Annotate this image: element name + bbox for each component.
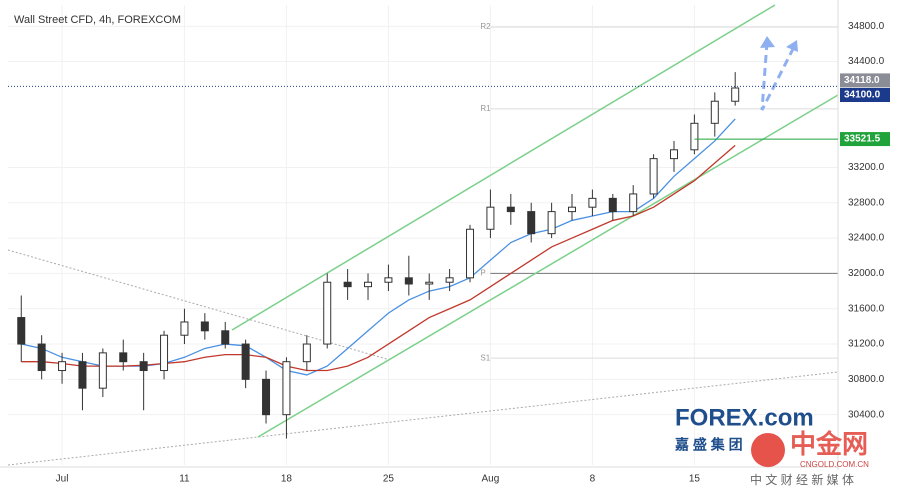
x-tick-label: 18 xyxy=(281,474,293,485)
y-tick-label: 32400.0 xyxy=(848,233,885,244)
candle-body xyxy=(119,352,128,363)
x-tick-label: 8 xyxy=(590,474,596,485)
candle-body xyxy=(200,321,209,332)
x-tick-label: Jul xyxy=(56,474,69,485)
candle-body xyxy=(506,206,515,213)
candle-body xyxy=(547,211,556,235)
price-label: 33521.5 xyxy=(844,134,881,145)
candle-body xyxy=(282,361,291,416)
candle-body xyxy=(160,334,169,372)
projection-arrow xyxy=(760,41,797,111)
candle-body xyxy=(364,281,373,288)
candle-body xyxy=(241,343,250,380)
x-tick-label: 25 xyxy=(383,474,395,485)
watermark-brand-cn: 嘉 盛 集 团 xyxy=(674,437,743,453)
arrow-head xyxy=(760,36,775,48)
candle-body xyxy=(343,281,352,288)
candle-body xyxy=(221,330,230,345)
candle-body xyxy=(669,149,678,160)
watermark-slogan: 中 文 财 经 新 媒 体 xyxy=(750,472,854,487)
arrow-head xyxy=(786,40,798,52)
candle-body xyxy=(445,277,454,283)
price-label: 34118.0 xyxy=(844,75,880,86)
candle-body xyxy=(139,361,148,372)
pivot-label: R1 xyxy=(480,104,491,113)
candle-body xyxy=(17,317,26,345)
channel-line xyxy=(257,94,839,438)
candle-body xyxy=(690,122,699,151)
price-label-box xyxy=(840,73,890,88)
candle-body xyxy=(608,197,617,213)
pivot-label: P xyxy=(480,269,485,278)
candle-body xyxy=(731,87,740,102)
candle-body xyxy=(425,281,434,285)
candle-body xyxy=(527,211,536,235)
watermark-url: CNGOLD.COM.CN xyxy=(800,460,869,469)
candle-body xyxy=(588,197,597,208)
trend-line xyxy=(7,371,839,466)
x-tick-label: 15 xyxy=(689,474,701,485)
candle-body xyxy=(302,343,311,363)
candle-body xyxy=(404,277,413,285)
watermark-brand: FOREX.com xyxy=(675,404,814,431)
y-tick-label: 32000.0 xyxy=(848,268,885,279)
y-tick-label: 34800.0 xyxy=(848,21,885,32)
candle-body xyxy=(58,361,67,372)
plot xyxy=(17,72,740,439)
candle-body xyxy=(37,343,46,372)
candle-body xyxy=(486,206,495,230)
candle-body xyxy=(649,158,658,195)
price-label-box xyxy=(840,87,890,102)
pivot-label: S1 xyxy=(480,353,490,362)
candle-body xyxy=(384,277,393,283)
candle-body xyxy=(568,206,577,213)
chart-title: Wall Street CFD, 4h, FOREXCOM xyxy=(14,14,181,26)
watermark-site: 中金网 xyxy=(790,429,868,459)
candle-body xyxy=(710,100,719,124)
watermark-logo xyxy=(751,433,785,467)
price-label-box xyxy=(840,132,890,147)
candle-body xyxy=(78,361,87,389)
y-tick-label: 33200.0 xyxy=(848,162,885,173)
y-tick-label: 31600.0 xyxy=(848,303,885,314)
channel-line xyxy=(231,4,776,331)
x-tick-label: 11 xyxy=(179,474,190,485)
x-tick-label: Aug xyxy=(482,474,500,485)
candle-body xyxy=(98,352,107,389)
y-tick-label: 30400.0 xyxy=(848,409,885,420)
price-label: 34100.0 xyxy=(844,90,881,101)
y-tick-label: 30800.0 xyxy=(848,374,885,385)
candle-body xyxy=(323,281,332,345)
candle-body xyxy=(466,228,475,279)
candle-body xyxy=(180,321,189,336)
candle-body xyxy=(262,378,271,416)
y-tick-label: 32800.0 xyxy=(848,197,885,208)
y-tick-label: 31200.0 xyxy=(848,339,885,350)
pivot-label: R2 xyxy=(480,22,491,31)
candle-body xyxy=(629,193,638,213)
y-tick-label: 34400.0 xyxy=(848,56,885,67)
